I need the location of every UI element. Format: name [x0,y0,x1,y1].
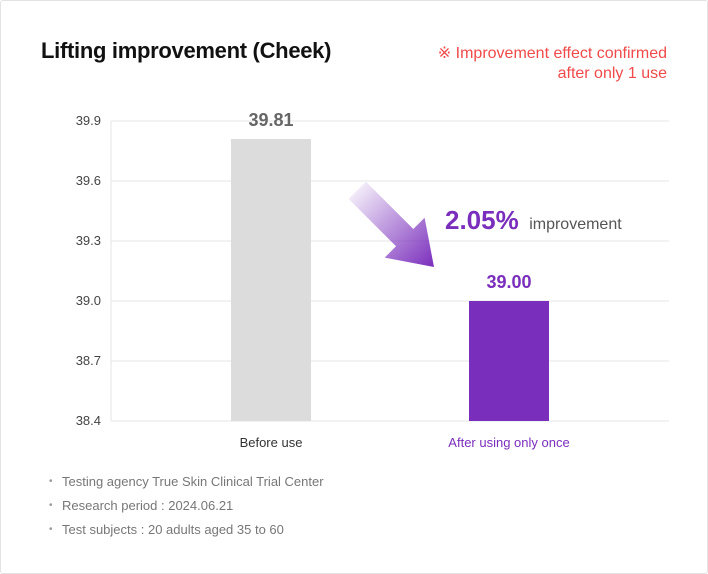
bar-chart: 39.9 39.6 39.3 39.0 38.7 38.4 39.81 39.00 Befo… [76,110,669,450]
y-tick-label: 39.3 [76,233,101,248]
category-label: After using only once [448,435,569,450]
note-line-1: ※ Improvement effect confirmed [437,45,667,62]
annotation: 2.05% improvement [348,181,622,267]
y-tick-labels: 39.9 39.6 39.3 39.0 38.7 38.4 [76,113,101,428]
bar [469,301,549,421]
y-tick-label: 38.7 [76,353,101,368]
value-labels: 39.81 39.00 [248,110,531,292]
bars [231,139,549,421]
chart-title: Lifting improvement (Cheek) [41,38,332,63]
note-line-2: after only 1 use [557,65,667,82]
svg-text:2.05% improvement: 2.05% improvement [445,205,622,235]
y-tick-label: 39.6 [76,173,101,188]
y-tick-label: 39.9 [76,113,101,128]
footnote-period: Research period : 2024.06.21 [49,497,324,521]
y-tick-label: 39.0 [76,293,101,308]
y-tick-label: 38.4 [76,413,101,428]
improvement-text: improvement [529,216,622,233]
improvement-value: 2.05% [445,205,519,235]
bar-value-label: 39.00 [486,272,531,292]
footnote-agency: Testing agency True Skin Clinical Trial … [49,473,324,497]
footnote-subjects: Test subjects : 20 adults aged 35 to 60 [49,521,324,545]
category-labels: Before use After using only once [240,435,570,450]
bar-value-label: 39.81 [248,110,293,130]
bar [231,139,311,421]
footnotes: Testing agency True Skin Clinical Trial … [49,473,324,545]
category-label: Before use [240,435,303,450]
grid-lines [110,120,669,422]
improvement-note: ※ Improvement effect confirmed after onl… [438,44,667,84]
down-right-arrow-icon [348,181,434,267]
